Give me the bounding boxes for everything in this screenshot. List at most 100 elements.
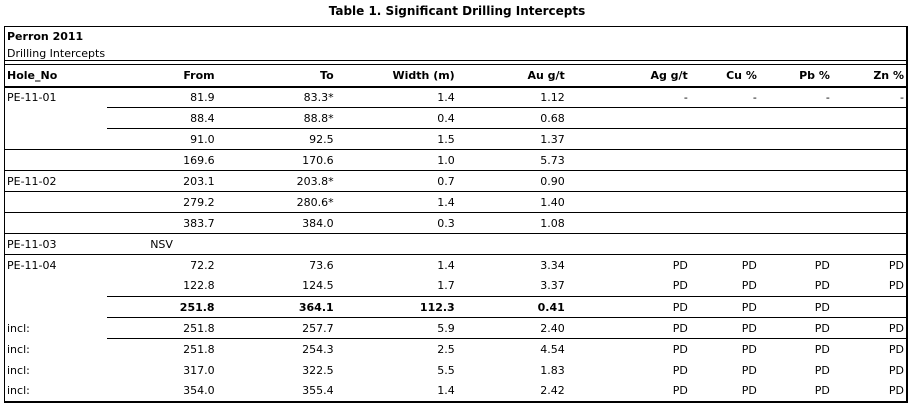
cell-width: 1.5 xyxy=(337,128,459,150)
cell-to xyxy=(218,233,338,255)
cell-to: 355.4 xyxy=(302,384,334,397)
cell-to: 254.3 xyxy=(302,342,334,356)
cell-pb: PD xyxy=(760,296,834,318)
cell-pb xyxy=(760,170,834,192)
table-row: incl: 354.0 355.4 1.4 2.42 PD PD PD PD xyxy=(5,381,908,402)
cell-hole xyxy=(4,128,107,150)
cell-cu xyxy=(691,170,761,192)
cell-cu: PD xyxy=(691,317,761,339)
cell-to: 203.8* xyxy=(218,170,338,192)
cell-width: 5.5 xyxy=(437,363,455,377)
cell-cu: PD xyxy=(741,384,757,397)
cell-ag: PD xyxy=(568,317,692,339)
cell-hole xyxy=(4,191,107,213)
cell-width: 1.0 xyxy=(337,149,459,171)
cell-au: 4.54 xyxy=(540,342,565,356)
cell-to: 170.6 xyxy=(218,149,338,171)
cell-ag: PD xyxy=(672,258,688,272)
cell-width: 0.3 xyxy=(337,212,459,234)
cell-from: 169.6 xyxy=(106,149,219,171)
cell-cu xyxy=(691,128,761,150)
cell-width: 1.4 xyxy=(437,258,455,272)
cell-width: 1.4 xyxy=(337,86,459,108)
cell-au: 0.41 xyxy=(458,296,569,318)
cell-cu xyxy=(691,212,761,234)
column-header-row: Hole_No From To Width (m) Au g/t Ag g/t Cu % Pb… xyxy=(4,64,907,88)
table-row: PE-11-01 81.9 83.3* 1.4 1.12- - - - xyxy=(5,86,907,108)
cell-from: 122.8 xyxy=(106,275,219,297)
cell-cu xyxy=(691,233,761,255)
cell-from: 383.7 xyxy=(106,212,219,234)
cell-zn xyxy=(833,212,907,234)
cell-au: 1.37 xyxy=(458,128,569,150)
cell-from: 251.8 xyxy=(183,342,215,356)
cell-cu xyxy=(691,191,761,213)
table-title: Table 1. Significant Drilling Intercepts xyxy=(328,4,586,18)
header-double-rule-cell xyxy=(4,60,907,65)
cell-zn: PD xyxy=(888,342,904,356)
cell-zn: PD xyxy=(888,258,904,272)
cell-hole: PE-11-04 xyxy=(7,258,57,272)
table-row: 383.7 384.0 0.3 1.08 xyxy=(4,212,907,234)
cell-hole: PE-11-01 xyxy=(7,91,57,104)
table-row: 279.2 280.6* 1.4 1.40 xyxy=(4,191,907,213)
cell-width: 1.4 xyxy=(437,384,455,397)
cell-width: 5.9 xyxy=(337,317,459,339)
column-header-width: Width (m) xyxy=(337,64,459,88)
table-subtitle-intercepts: Drilling Intercepts xyxy=(7,46,106,60)
table-row: PE-11-02 203.1 203.8* 0.7 0.90 xyxy=(4,170,907,192)
cell-ag: PD xyxy=(672,384,688,397)
cell-zn: PD xyxy=(833,275,907,297)
cell-au xyxy=(458,233,569,255)
cell-ag: PD xyxy=(672,342,688,356)
cell-cu: PD xyxy=(691,275,761,297)
cell-to: 124.5 xyxy=(218,275,338,297)
table-row: 122.8 124.5 1.7 3.37 PD PD PD PD xyxy=(5,275,907,297)
table-row: incl: 317.0 322.5 5.5 1.83 PD PD PD PD xyxy=(5,360,908,381)
cell-from: 203.1 xyxy=(106,170,219,192)
cell-au: 1.12 xyxy=(458,86,569,108)
cell-pb xyxy=(760,107,834,129)
table-row: PE-11-04 72.2 73.6 1.4 3.34 PD PD PD PD xyxy=(5,255,908,276)
cell-width: 0.4 xyxy=(337,107,459,129)
cell-pb: PD xyxy=(814,363,830,377)
column-header-au: Au g/t xyxy=(458,64,569,88)
cell-au: 5.73 xyxy=(458,149,569,171)
cell-width xyxy=(337,233,459,255)
cell-cu: PD xyxy=(741,363,757,377)
cell-from: 279.2 xyxy=(106,191,219,213)
cell-hole: incl: xyxy=(7,363,30,377)
cell-zn xyxy=(833,128,907,150)
cell-width: 2.5 xyxy=(437,342,455,356)
column-header-cu: Cu % xyxy=(691,64,761,88)
cell-cu: - xyxy=(691,86,761,108)
cell-width: 112.3 xyxy=(337,296,459,318)
cell-to: 257.7 xyxy=(218,317,338,339)
drilling-intercepts-table: Perron 2011 Drilling Intercepts Hole_No F… xyxy=(4,26,908,403)
cell-ag xyxy=(568,212,692,234)
cell-to: 384.0 xyxy=(218,212,338,234)
cell-from: 354.0 xyxy=(183,384,215,397)
cell-to: 92.5 xyxy=(218,128,338,150)
cell-ag xyxy=(568,128,692,150)
table-subtitle-perron: Perron 2011 xyxy=(7,30,84,44)
table-subtitle-row-2: Drilling Intercepts xyxy=(5,47,908,61)
cell-au: 1.40 xyxy=(458,191,569,213)
cell-cu: PD xyxy=(691,296,761,318)
cell-pb: PD xyxy=(760,275,834,297)
cell-zn xyxy=(833,149,907,171)
cell-au: 0.68 xyxy=(458,107,569,129)
cell-hole: incl: xyxy=(7,342,30,356)
cell-zn: PD xyxy=(888,363,904,377)
column-header-from: From xyxy=(106,64,219,88)
column-header-hole: Hole_No xyxy=(4,64,107,88)
cell-zn xyxy=(833,296,907,318)
table-row: 88.4 88.8* 0.4 0.68 xyxy=(5,107,907,129)
cell-from: 251.8 xyxy=(106,296,219,318)
cell-pb: PD xyxy=(814,384,830,397)
cell-hole xyxy=(5,108,107,129)
cell-au: 1.83 xyxy=(540,363,565,377)
cell-from: 317.0 xyxy=(183,363,215,377)
cell-zn xyxy=(833,233,907,255)
cell-to: 322.5 xyxy=(302,363,334,377)
